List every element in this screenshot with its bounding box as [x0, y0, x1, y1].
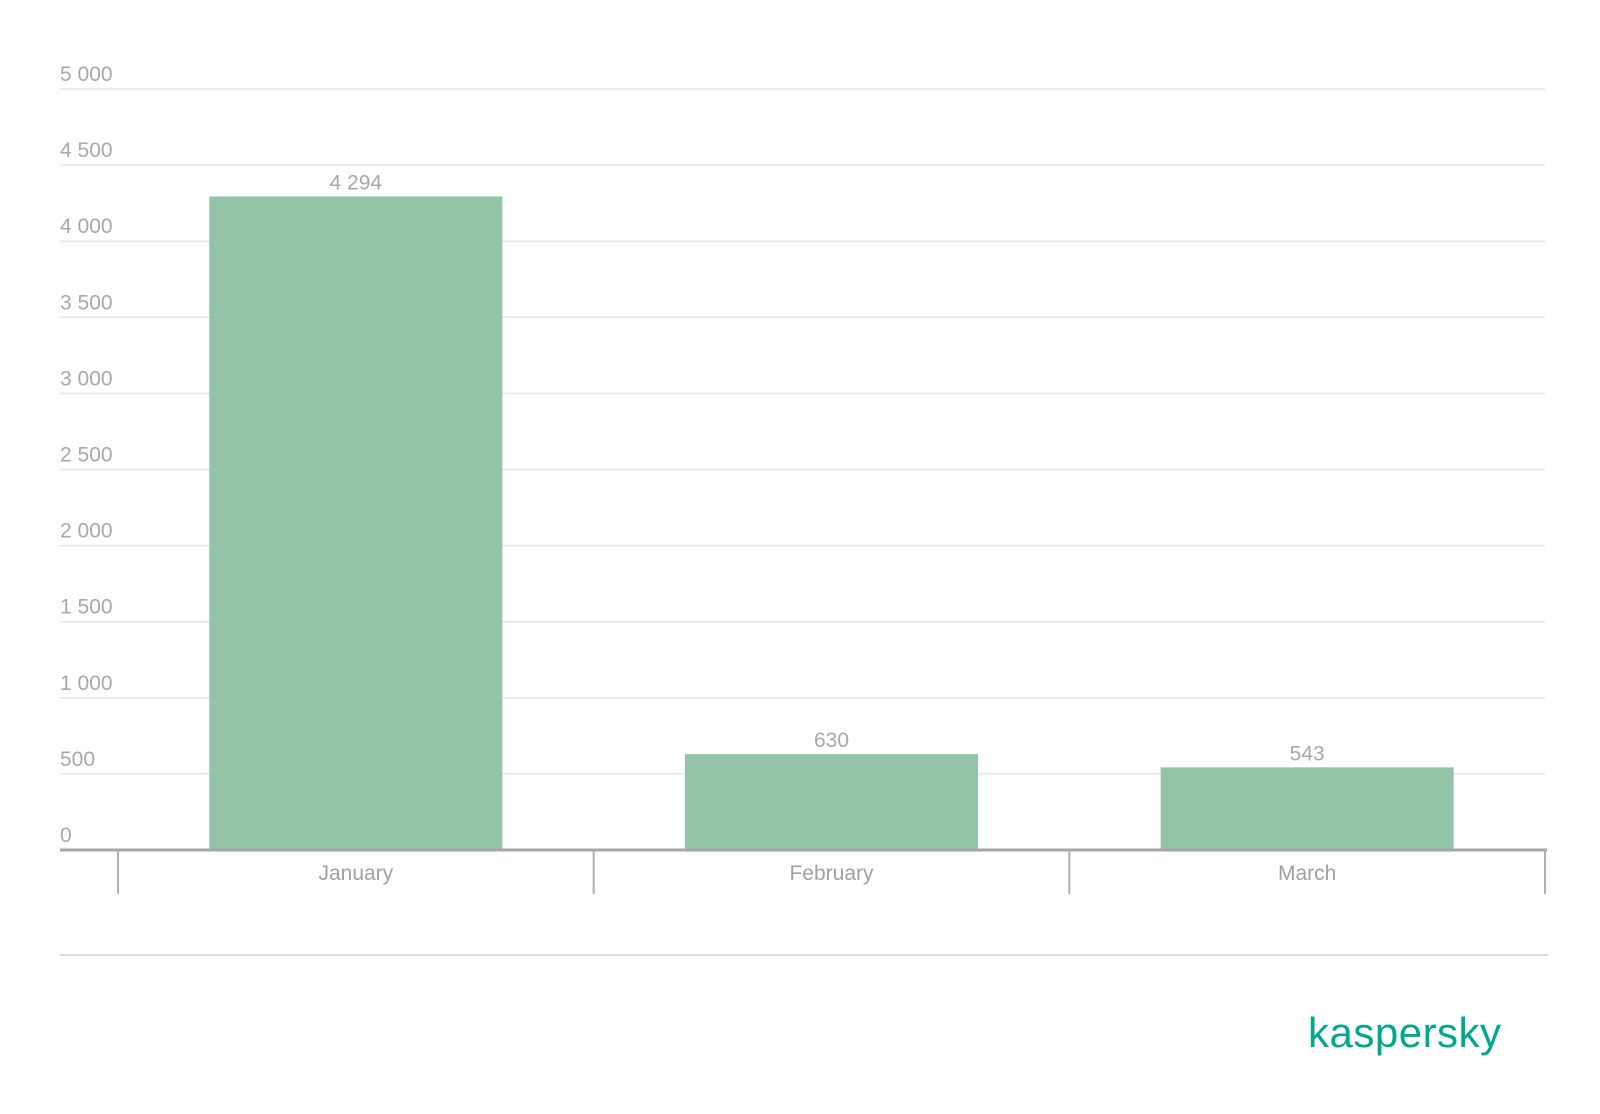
y-tick-label: 4 000 — [60, 215, 113, 238]
y-tick-label: 2 500 — [60, 444, 113, 467]
y-tick-label: 1 500 — [60, 596, 113, 619]
y-tick-label: 4 500 — [60, 139, 113, 162]
y-tick-label: 3 000 — [60, 367, 113, 390]
bar-january — [209, 196, 503, 851]
bars — [209, 196, 1454, 851]
y-tick-label: 3 500 — [60, 291, 113, 314]
x-tick-label: February — [789, 862, 874, 885]
y-tick-label: 0 — [60, 824, 72, 847]
bar-february — [685, 754, 978, 850]
x-axis-category-dividers — [117, 850, 1546, 894]
bar-march — [1160, 767, 1454, 850]
bar-value-label: 543 — [1290, 742, 1325, 765]
x-axis-category-labels: January February March — [318, 862, 1336, 885]
y-tick-label: 5 000 — [60, 63, 113, 86]
bar-value-labels: 4 294 630 543 — [330, 171, 1325, 765]
bar-value-label: 4 294 — [330, 171, 383, 194]
y-tick-label: 2 000 — [60, 520, 113, 543]
x-tick-label: January — [318, 862, 393, 885]
y-axis-tick-labels: 0 500 1 000 1 500 2 000 2 500 3 000 3 500 4 000 4… — [60, 63, 113, 847]
kaspersky-logo: kaspersky — [1308, 1009, 1502, 1056]
x-tick-label: March — [1278, 862, 1336, 885]
bar-value-label: 630 — [814, 729, 849, 752]
y-tick-label: 500 — [60, 748, 95, 771]
y-tick-label: 1 000 — [60, 672, 113, 695]
